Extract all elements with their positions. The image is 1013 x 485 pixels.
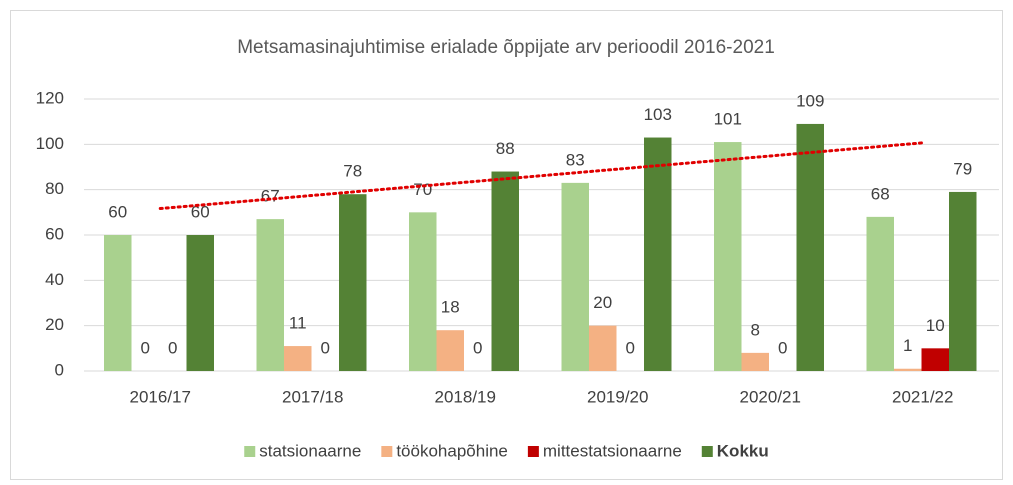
data-label: 101 (714, 110, 742, 129)
x-tick-label: 2020/21 (740, 387, 801, 406)
data-label: 60 (191, 202, 210, 221)
x-tick-label: 2021/22 (892, 387, 953, 406)
legend-swatch (381, 446, 393, 457)
bar (436, 330, 464, 371)
bar (409, 212, 437, 371)
data-label: 109 (796, 91, 824, 110)
bar (866, 216, 894, 371)
x-tick-label: 2017/18 (282, 387, 343, 406)
data-label: 79 (953, 159, 972, 178)
y-tick-label: 20 (45, 315, 64, 334)
x-tick-label: 2018/19 (435, 387, 496, 406)
data-label: 0 (626, 338, 635, 357)
bar (491, 171, 519, 371)
bar (186, 235, 214, 371)
data-label: 0 (168, 338, 177, 357)
bar (741, 352, 769, 371)
legend-label: töökohapõhine (396, 441, 508, 460)
bar (796, 123, 824, 371)
legend-swatch (527, 446, 539, 457)
chart-title: Metsamasinajuhtimise erialade õppijate a… (237, 37, 775, 58)
data-label: 0 (321, 338, 330, 357)
legend-swatch (701, 446, 713, 457)
legend-label: Kokku (717, 441, 769, 460)
data-label: 0 (778, 338, 787, 357)
data-label: 18 (441, 298, 460, 317)
legend-swatch (244, 446, 256, 457)
data-label: 70 (413, 180, 432, 199)
bar (644, 137, 672, 371)
data-label: 60 (108, 202, 127, 221)
bar (894, 368, 922, 371)
bar (921, 348, 949, 371)
bar (284, 346, 312, 371)
bar (256, 219, 284, 371)
bar (714, 142, 742, 371)
y-tick-label: 0 (55, 360, 64, 379)
y-tick-label: 40 (45, 270, 64, 289)
data-label: 20 (593, 293, 612, 312)
bar (561, 182, 589, 371)
data-label: 78 (343, 162, 362, 181)
data-label: 103 (644, 105, 672, 124)
data-label: 67 (261, 187, 280, 206)
data-label: 0 (141, 338, 150, 357)
bar (589, 325, 617, 371)
data-label: 88 (496, 139, 515, 158)
y-tick-label: 80 (45, 179, 64, 198)
data-label: 10 (926, 316, 945, 335)
y-tick-label: 60 (45, 224, 64, 243)
legend-label: statsionaarne (259, 441, 361, 460)
data-label: 1 (903, 336, 912, 355)
bar (339, 194, 367, 371)
y-tick-label: 100 (36, 134, 64, 153)
data-label: 68 (871, 184, 890, 203)
bar (949, 191, 977, 371)
data-label: 8 (751, 320, 760, 339)
trendline (158, 141, 925, 211)
x-tick-label: 2016/17 (130, 387, 191, 406)
bar (104, 235, 132, 371)
data-label: 0 (473, 338, 482, 357)
legend-label: mittestatsionaarne (543, 441, 682, 460)
y-tick-label: 120 (36, 88, 64, 107)
x-tick-label: 2019/20 (587, 387, 648, 406)
data-label: 83 (566, 150, 585, 169)
data-label: 11 (289, 314, 307, 333)
